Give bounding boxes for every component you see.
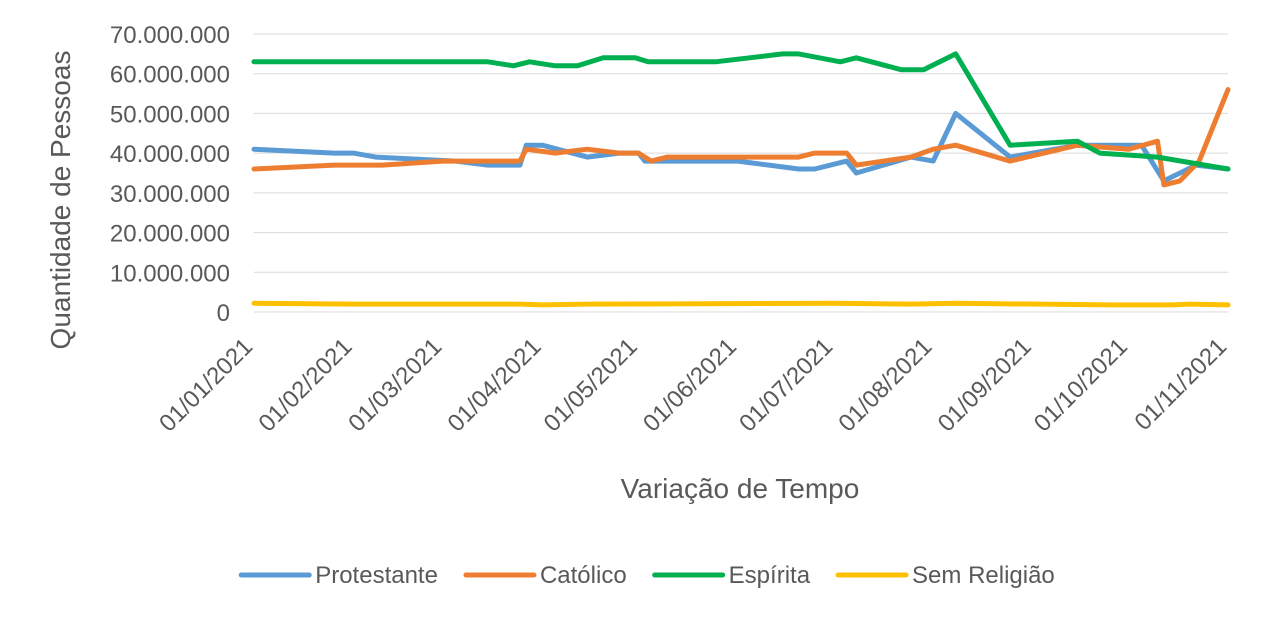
y-tick-label: 50.000.000 [110,101,230,128]
y-tick-label: 60.000.000 [110,62,230,89]
x-axis-ticks: 01/01/202101/02/202101/03/202101/04/2021… [154,333,1232,437]
legend-item: Espírita [652,562,811,589]
x-tick-label: 01/07/2021 [734,333,838,437]
x-tick-label: 01/06/2021 [638,333,742,437]
legend-item: Católico [463,562,627,589]
series-lines [251,51,1231,308]
y-axis-title: Quantidade de Pessoas [45,51,76,350]
gridlines [254,33,1228,313]
legend-item: Protestante [238,562,438,589]
x-tick-label: 01/10/2021 [1029,333,1133,437]
x-tick-label: 01/11/2021 [1129,333,1232,436]
legend-label: Espírita [729,562,811,589]
x-tick-label: 01/02/2021 [254,333,358,437]
x-tick-label: 01/05/2021 [539,333,643,437]
x-tick-label: 01/01/2021 [154,333,258,437]
legend: Protestante Católico Espírita Sem Religião [238,562,1055,589]
legend-label: Protestante [315,562,438,589]
y-tick-label: 0 [217,300,230,327]
legend-item: Sem Religião [835,562,1055,589]
series-line-1 [251,87,1231,188]
x-tick-label: 01/03/2021 [343,333,447,437]
y-tick-label: 40.000.000 [110,141,230,168]
series-line-3 [251,300,1231,308]
legend-label: Sem Religião [912,562,1055,589]
x-tick-label: 01/09/2021 [933,333,1037,437]
series-line-2 [251,51,1231,172]
x-axis-title: Variação de Tempo [621,473,860,504]
y-axis-ticks: 0 10.000.000 20.000.000 30.000.000 40.000.00… [110,22,230,327]
y-tick-label: 10.000.000 [110,260,230,287]
y-tick-label: 20.000.000 [110,221,230,248]
y-tick-label: 30.000.000 [110,181,230,208]
legend-label: Católico [540,562,627,589]
y-tick-label: 70.000.000 [110,22,230,49]
x-tick-label: 01/04/2021 [443,333,547,437]
x-tick-label: 01/08/2021 [833,333,937,437]
